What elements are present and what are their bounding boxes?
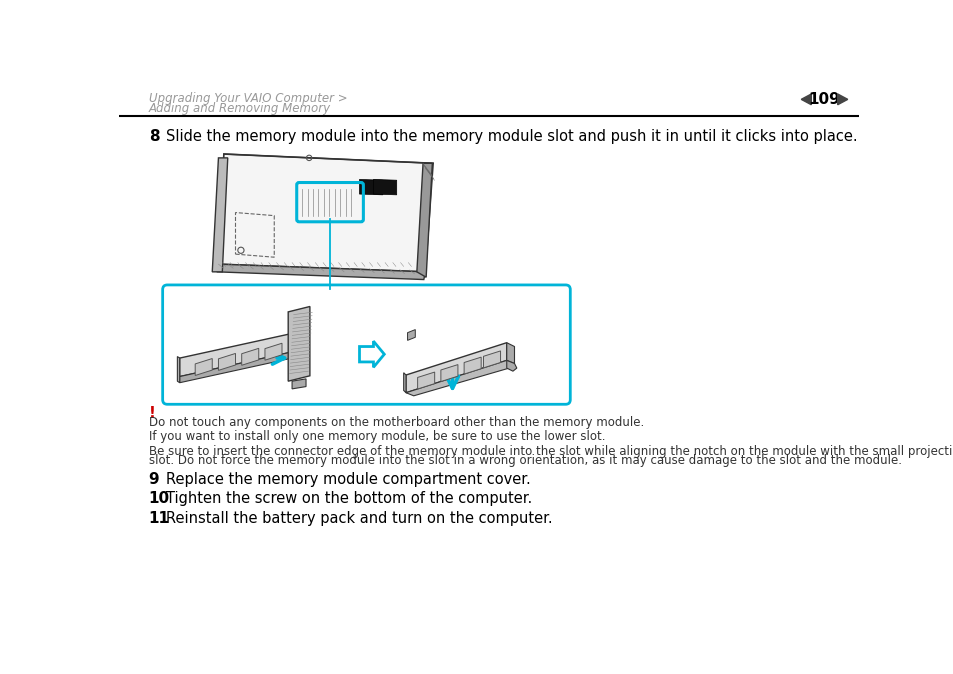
Polygon shape	[506, 361, 517, 371]
Text: !: !	[149, 406, 155, 421]
FancyBboxPatch shape	[162, 285, 570, 404]
Polygon shape	[406, 342, 506, 393]
Polygon shape	[403, 373, 406, 393]
Text: 10: 10	[149, 491, 170, 506]
Polygon shape	[218, 154, 433, 272]
Text: If you want to install only one memory module, be sure to use the lower slot.: If you want to install only one memory m…	[149, 431, 604, 443]
Polygon shape	[216, 264, 425, 280]
Polygon shape	[406, 361, 514, 396]
Polygon shape	[483, 351, 500, 368]
Polygon shape	[506, 342, 514, 363]
Polygon shape	[440, 365, 457, 381]
Polygon shape	[359, 341, 384, 367]
Polygon shape	[212, 158, 228, 272]
Polygon shape	[416, 163, 432, 277]
Polygon shape	[801, 94, 810, 104]
Polygon shape	[292, 334, 294, 360]
Text: Tighten the screw on the bottom of the computer.: Tighten the screw on the bottom of the c…	[166, 491, 532, 506]
Text: 9: 9	[149, 472, 159, 487]
Text: Upgrading Your VAIO Computer >: Upgrading Your VAIO Computer >	[149, 92, 347, 104]
Polygon shape	[241, 348, 258, 365]
Polygon shape	[195, 359, 212, 375]
Polygon shape	[373, 179, 396, 195]
Text: Slide the memory module into the memory module slot and push it in until it clic: Slide the memory module into the memory …	[166, 129, 857, 144]
Polygon shape	[417, 372, 435, 389]
Text: Replace the memory module compartment cover.: Replace the memory module compartment co…	[166, 472, 530, 487]
Text: 109: 109	[808, 92, 840, 107]
Polygon shape	[464, 357, 480, 374]
Text: Be sure to insert the connector edge of the memory module into the slot while al: Be sure to insert the connector edge of …	[149, 445, 953, 458]
Polygon shape	[359, 179, 382, 195]
Polygon shape	[177, 357, 179, 383]
Polygon shape	[179, 352, 292, 383]
Text: slot. Do not force the memory module into the slot in a wrong orientation, as it: slot. Do not force the memory module int…	[149, 454, 901, 467]
Text: Adding and Removing Memory: Adding and Removing Memory	[149, 102, 331, 115]
Polygon shape	[288, 307, 310, 381]
Text: 11: 11	[149, 510, 170, 526]
Text: 8: 8	[149, 129, 159, 144]
Polygon shape	[837, 94, 847, 104]
Text: Do not touch any components on the motherboard other than the memory module.: Do not touch any components on the mothe…	[149, 416, 643, 429]
Polygon shape	[179, 334, 292, 377]
Polygon shape	[407, 330, 415, 340]
Text: Reinstall the battery pack and turn on the computer.: Reinstall the battery pack and turn on t…	[166, 510, 552, 526]
Polygon shape	[292, 379, 306, 389]
Polygon shape	[265, 343, 282, 360]
Polygon shape	[218, 353, 235, 371]
